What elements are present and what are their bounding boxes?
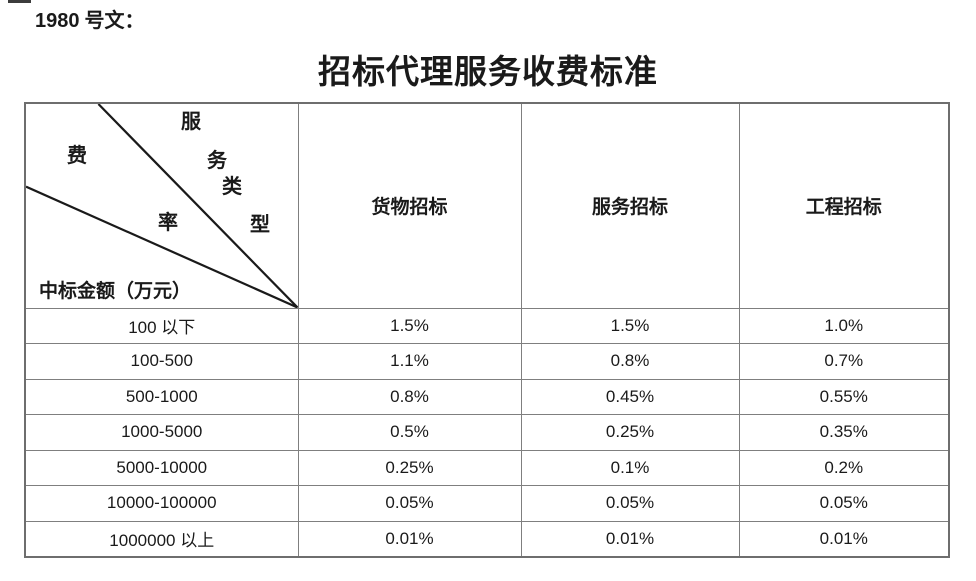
fee-rate-cell: 0.7% [738,343,950,380]
fee-rate-cell: 0.01% [738,520,950,557]
table-row: 1000-5000 0.5% 0.25% 0.35% [24,414,950,451]
corner-label-service-type-char: 服 [181,111,201,133]
fee-rate-cell: 0.05% [520,485,740,522]
table-row: 500-1000 0.8% 0.45% 0.55% [24,378,950,415]
column-header-service: 服务招标 [520,102,740,309]
corner-label-fee-rate-char: 费 [67,145,87,167]
column-header-goods: 货物招标 [297,102,522,309]
corner-label-service-type-char: 务 [207,150,227,172]
fee-rate-cell: 0.55% [738,378,950,415]
fee-rate-cell: 0.5% [297,414,522,451]
page-title: 招标代理服务收费标准 [318,55,658,91]
corner-label-bid-amount: 中标金额（万元） [39,281,192,302]
column-header-engineering: 工程招标 [738,102,950,309]
doc-number-label: 1980 号文： [35,4,145,33]
fee-rate-cell: 0.45% [520,378,740,415]
table-row: 10000-100000 0.05% 0.05% 0.05% [24,485,950,522]
row-range-label: 500-1000 [24,378,299,415]
fee-rate-cell: 1.1% [297,343,522,380]
fee-rate-cell: 1.5% [297,307,522,344]
fee-rate-cell: 0.8% [520,343,740,380]
table-row: 100-500 1.1% 0.8% 0.7% [24,343,950,380]
row-range-label: 5000-10000 [24,449,299,486]
table-row: 1000000 以上 0.01% 0.01% 0.01% [24,520,950,557]
row-range-label: 1000000 以上 [24,520,299,557]
fee-rate-cell: 1.5% [520,307,740,344]
fee-rate-cell: 0.2% [738,449,950,486]
diagonal-corner-cell: 服 费 务 类 率 型 中标金额（万元） [24,102,299,309]
fee-rate-cell: 0.1% [520,449,740,486]
corner-label-fee-rate-char: 率 [158,212,178,234]
table-row: 100 以下 1.5% 1.5% 1.0% [24,307,950,344]
doc-number: 1980 [35,10,80,32]
fee-rate-cell: 0.25% [297,449,522,486]
corner-label-service-type-char: 类 [222,176,242,198]
row-range-label: 100-500 [24,343,299,380]
fee-rate-cell: 0.05% [297,485,522,522]
fee-rate-cell: 0.8% [297,378,522,415]
doc-number-suffix: 号文： [79,10,145,32]
fee-standard-table: 服 费 务 类 率 型 中标金额（万元） 货物招标 服务招标 工程招标 100 … [24,102,950,558]
fee-rate-cell: 0.25% [520,414,740,451]
row-range-label: 1000-5000 [24,414,299,451]
fee-rate-cell: 0.35% [738,414,950,451]
corner-label-service-type-char: 型 [250,214,270,236]
diagonal-divider-lines [26,104,297,307]
fee-rate-cell: 1.0% [738,307,950,344]
fee-rate-cell: 0.05% [738,485,950,522]
fee-rate-cell: 0.01% [520,520,740,557]
table-row: 5000-10000 0.25% 0.1% 0.2% [24,449,950,486]
table-header-row: 服 费 务 类 率 型 中标金额（万元） 货物招标 服务招标 工程招标 [24,102,950,309]
row-range-label: 100 以下 [24,307,299,344]
row-range-label: 10000-100000 [24,485,299,522]
fee-rate-cell: 0.01% [297,520,522,557]
screenshot-edge-artifact [8,0,31,3]
